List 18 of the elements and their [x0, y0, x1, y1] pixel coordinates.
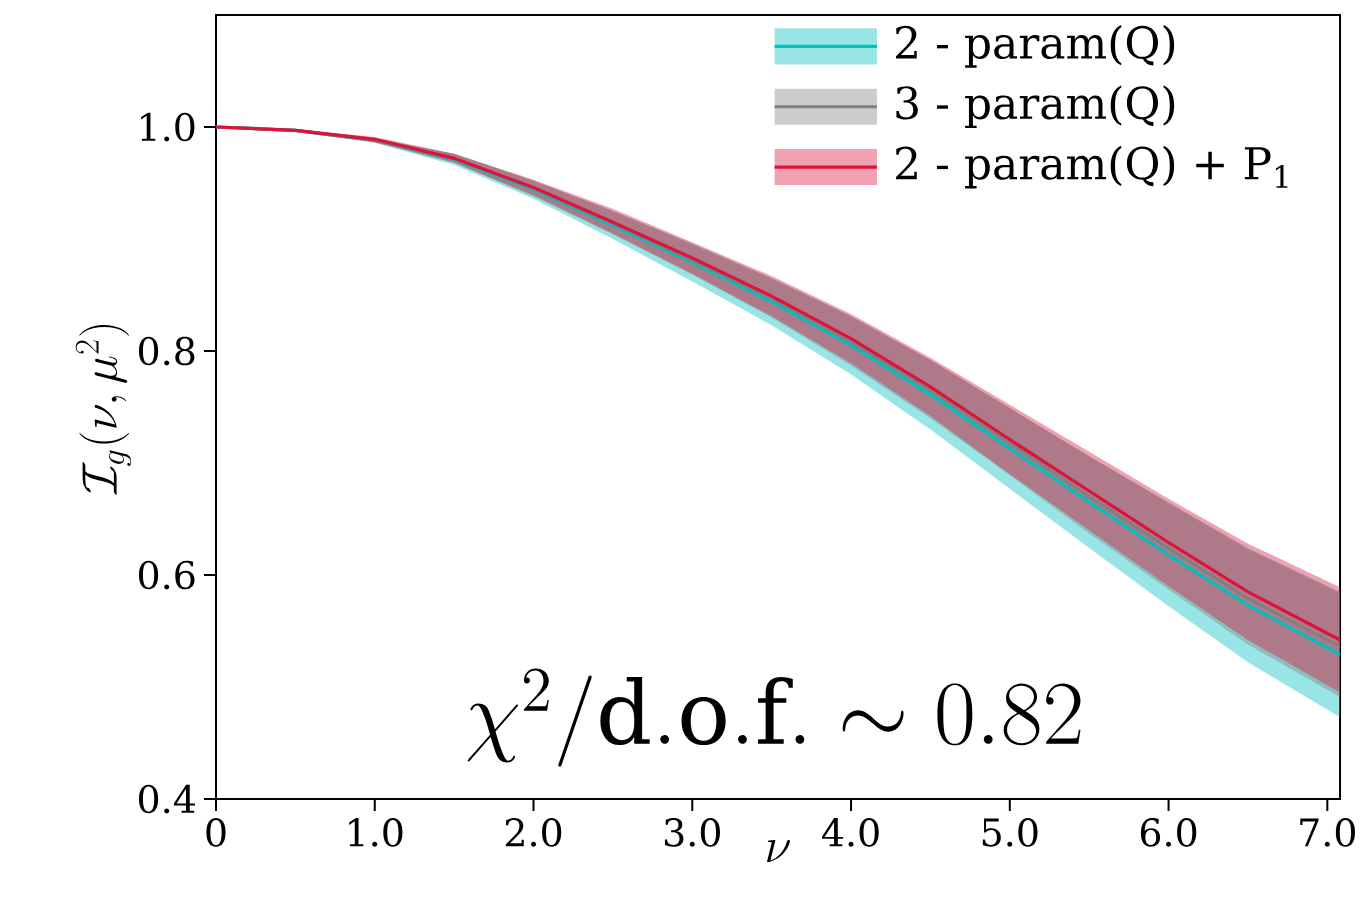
x-tick-label: 2.0 — [505, 818, 562, 847]
x-tick-label: 7.0 — [1300, 818, 1355, 847]
x-tick-label: 1.0 — [349, 818, 403, 847]
annotation: $\chi^2/\mathrm{d.o.f.} \sim 0.82$ — [467, 668, 1081, 767]
legend-label: 2 - param(Q) — [896, 25, 1175, 68]
x-tick-label: 5.0 — [982, 818, 1038, 847]
x-axis-title: $\nu$ — [767, 840, 790, 862]
x-tick-label: 6.0 — [1140, 818, 1197, 847]
y-axis-title: $\mathcal{I}_g(\nu, \mu^2)$ — [75, 324, 132, 495]
y-tick-label: 1.0 — [141, 112, 195, 142]
y-tick-label: 0.4 — [139, 784, 196, 814]
x-tick-label: 0 — [206, 818, 226, 847]
y-tick-label: 0.6 — [139, 560, 195, 590]
x-tick-label: 3.0 — [664, 818, 720, 847]
x-tick-label: 4.0 — [821, 818, 879, 847]
legend-label: 3 - param(Q) — [896, 85, 1175, 129]
y-tick-label: 0.8 — [139, 336, 195, 366]
legend-label: 2 - param(Q) + P$_{1}$ — [896, 145, 1288, 189]
